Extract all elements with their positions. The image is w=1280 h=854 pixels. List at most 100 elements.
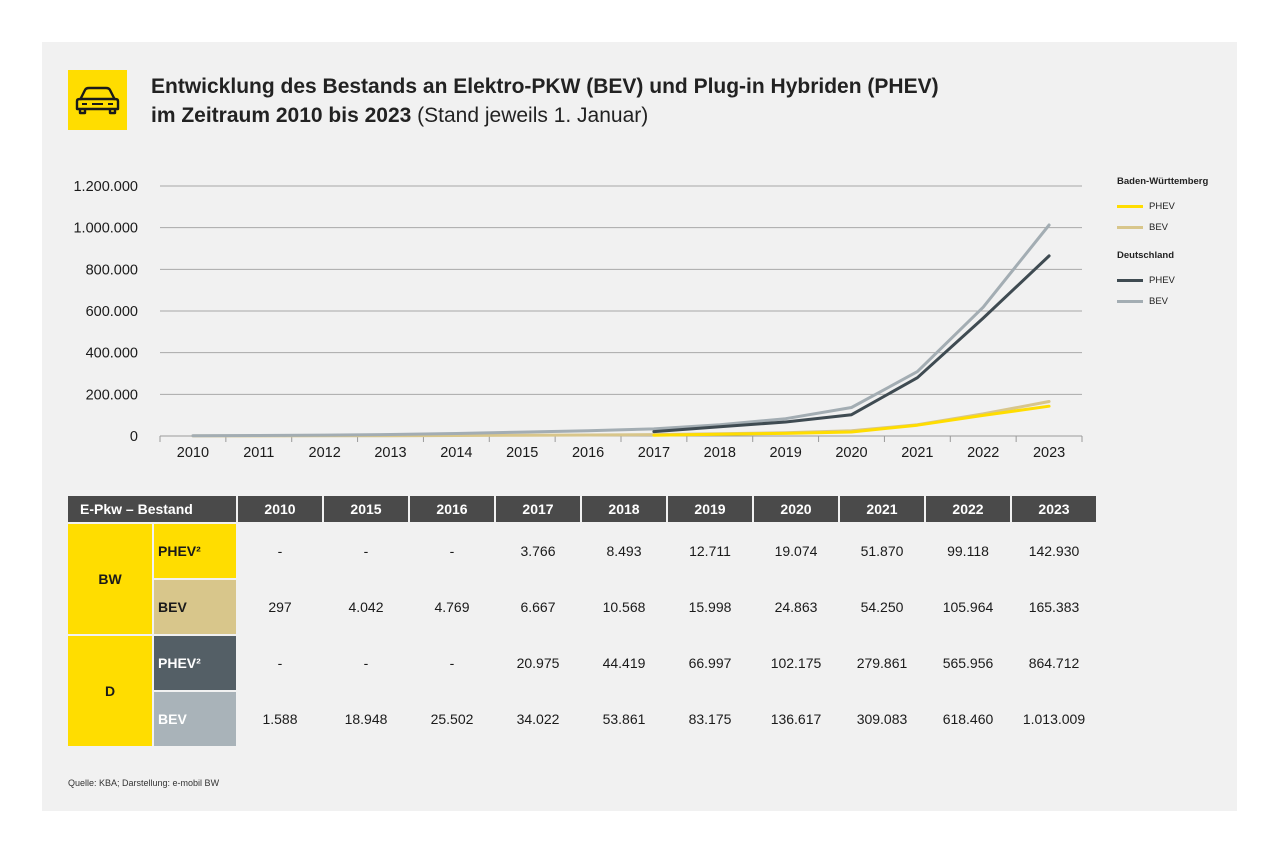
table-cell: 1.588 [262,711,298,727]
legend-group-d: Deutschland [1117,250,1175,261]
table-cell: 864.712 [1028,655,1080,671]
table-cell: 10.568 [602,599,646,615]
table-cell: 66.997 [688,655,732,671]
table-cell: - [277,543,283,559]
legend-item-bw-phev: PHEV [1117,200,1237,212]
chart-title: Entwicklung des Bestands an Elektro-PKW … [151,72,1051,130]
x-tick-label: 2018 [704,445,736,461]
table-header-cell: 2018 [582,496,666,522]
table-cell: - [363,543,369,559]
table-header-cell: 2010 [238,496,322,522]
table-cell: 618.460 [942,711,994,727]
x-tick-label: 2019 [770,445,802,461]
y-tick-label: 1.000.000 [73,221,138,237]
x-tick-label: 2013 [374,445,406,461]
table-cell: 279.861 [856,655,908,671]
legend-swatch [1117,299,1143,303]
x-tick-label: 2014 [440,445,472,461]
table-header-cell: 2022 [926,496,1010,522]
table-header-cell: 2021 [840,496,924,522]
table-cell: 99.118 [947,543,989,559]
table-cell: 51.870 [860,543,904,559]
row-label-d-bev: BEV [154,692,236,746]
x-tick-label: 2015 [506,445,538,461]
table-cell: 102.175 [770,655,822,671]
y-tick-label: 400.000 [86,346,138,362]
legend-swatch [1117,278,1143,282]
table-header-row: E-Pkw – Bestand 2010 2015 2016 2017 2018… [68,496,1096,522]
table-cell: 83.175 [688,711,732,727]
table-row: BEV 297 4.042 4.769 6.667 10.568 15.998 … [68,580,1096,634]
table-row: BW PHEV² - - - 3.766 8.493 12.711 19.074… [68,524,1096,634]
table-header-cell: 2016 [410,496,494,522]
table-cell: 12.711 [689,543,731,559]
table-cell: 1.013.009 [1022,711,1086,727]
table-row: BEV 1.588 18.948 25.502 34.022 53.861 83… [68,692,1096,746]
legend-item-d-phev: PHEV [1117,274,1237,286]
table-cell: 309.083 [856,711,908,727]
table-header-cell: 2019 [668,496,752,522]
row-label-bw-phev: PHEV² [154,524,236,578]
table-cell: 165.383 [1028,599,1080,615]
row-label-bw-bev: BEV [154,580,236,634]
legend-swatch [1117,204,1143,208]
table-cell: 20.975 [516,655,560,671]
table-header-cell: 2017 [496,496,580,522]
legend-item-bw-bev: BEV [1117,221,1237,233]
region-cell-d: D [68,636,152,746]
legend-group-bw: Baden-Württemberg [1117,176,1209,187]
y-tick-label: 600.000 [86,304,138,320]
title-line-2-bold: im Zeitraum 2010 bis 2023 [151,104,412,127]
y-tick-label: 1.200.000 [73,179,138,195]
x-tick-label: 2021 [901,445,933,461]
car-icon [68,70,127,130]
table-cell: 44.419 [602,655,646,671]
series-line-baden-w-rttemberg-phev [652,404,1051,437]
legend-item-d-bev: BEV [1117,295,1237,307]
table-cell: 8.493 [606,543,642,559]
series-line-deutschland-phev [652,254,1051,434]
table-cell: 15.998 [688,599,732,615]
table-cell: 6.667 [520,599,556,615]
legend-label: BEV [1149,295,1169,307]
background-panel [42,42,1237,811]
table-cell: 136.617 [770,711,822,727]
legend: Baden-Württemberg PHEV BEV Deutschland P… [1117,176,1237,316]
table-cell: - [449,543,455,559]
x-tick-label: 2022 [967,445,999,461]
table-cell: 19.074 [774,543,818,559]
table-cell: 24.863 [774,599,818,615]
series-line-deutschland-bev [191,223,1051,438]
x-tick-label: 2010 [177,445,209,461]
table-cell: - [449,655,455,671]
y-tick-label: 800.000 [86,262,138,278]
legend-swatch [1117,225,1143,229]
line-chart: 0 200.000 400.000 600.000 800.000 1.000.000 1.… [73,179,1083,461]
source-note: Quelle: KBA; Darstellung: e-mobil BW [68,778,220,788]
table-cell: 105.964 [942,599,994,615]
table-cell: 34.022 [516,711,560,727]
table-cell: 18.948 [344,711,388,727]
table-header-cell: 2020 [754,496,838,522]
y-tick-label: 0 [130,429,138,445]
table-header-cell: 2023 [1012,496,1096,522]
title-line-1: Entwicklung des Bestands an Elektro-PKW … [151,75,939,98]
table-cell: 54.250 [860,599,904,615]
x-tick-label: 2016 [572,445,604,461]
table-header-cell: 2015 [324,496,408,522]
row-label-d-phev: PHEV² [154,636,236,690]
table-cell: - [363,655,369,671]
table-cell: 297 [268,599,292,615]
legend-label: PHEV [1149,274,1175,286]
x-tick-label: 2012 [309,445,341,461]
table-cell: 4.042 [348,599,384,615]
x-tick-label: 2020 [835,445,867,461]
y-tick-label: 200.000 [86,387,138,403]
data-table: E-Pkw – Bestand 2010 2015 2016 2017 2018… [66,494,1098,748]
table-row: D PHEV² - - - 20.975 44.419 66.997 102.1… [68,636,1096,746]
title-line-2-normal: (Stand jeweils 1. Januar) [411,104,649,127]
legend-label: PHEV [1149,200,1175,212]
region-cell-bw: BW [68,524,152,634]
x-tick-label: 2011 [243,445,274,461]
x-tick-label: 2023 [1033,445,1065,461]
